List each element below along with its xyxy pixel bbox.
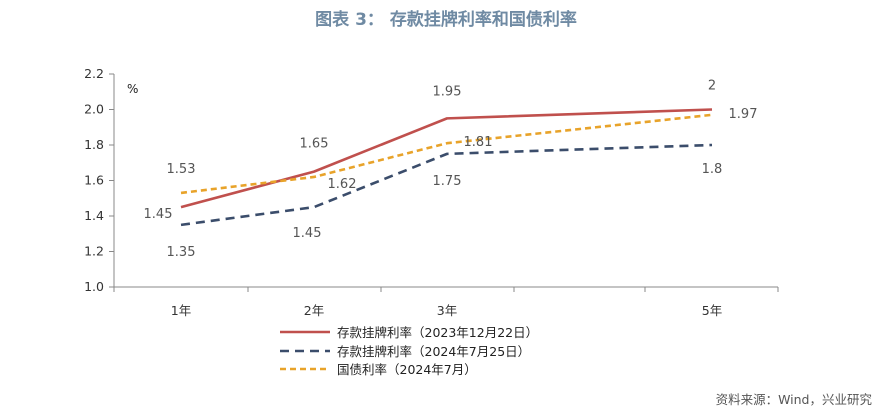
- series-line: [180, 108, 713, 209]
- data-label: 1.8: [702, 162, 723, 177]
- series-line: [180, 113, 713, 195]
- legend-label: 存款挂牌利率（2023年12月22日）: [337, 325, 538, 340]
- axes: 1.0 1.2 1.4 1.6 1.8 2.0 2.2% 1年 2年 3年 5年: [84, 66, 779, 318]
- source-note: 资料来源：Wind，兴业研究: [716, 392, 873, 407]
- x-tick-label: 3年: [437, 303, 457, 318]
- y-tick-label: 1.2: [84, 244, 104, 259]
- data-label: 1.53: [167, 162, 196, 177]
- y-tick-label: 1.4: [84, 208, 104, 223]
- data-label: 1.75: [433, 174, 462, 189]
- y-tick-label: 1.8: [84, 137, 104, 152]
- x-tick-label: 2年: [304, 303, 324, 318]
- y-unit-label: %: [127, 82, 138, 96]
- series-line: [180, 143, 713, 227]
- chart-title: 图表 3： 存款挂牌利率和国债利率: [315, 9, 577, 30]
- data-label: 2: [708, 79, 716, 94]
- y-tick-label: 1.6: [84, 173, 104, 188]
- data-label: 1.65: [300, 137, 329, 152]
- y-tick-label: 1.0: [84, 279, 104, 294]
- x-tick-label: 5年: [702, 303, 722, 318]
- data-label: 1.81: [464, 135, 493, 150]
- data-label: 1.95: [433, 84, 462, 99]
- y-tick-label: 2.2: [84, 66, 104, 81]
- legend: 存款挂牌利率（2023年12月22日） 存款挂牌利率（2024年7月25日） 国债利…: [280, 325, 538, 377]
- data-label: 1.35: [167, 245, 196, 260]
- data-label: 1.62: [328, 177, 357, 192]
- plot-area: 1.45 1.65 1.95 2 1.35 1.45 1.75 1.8 1.53 1.62 1.81…: [144, 79, 758, 260]
- y-tick-label: 2.0: [84, 102, 104, 117]
- x-tick-label: 1年: [171, 303, 191, 318]
- data-label: 1.97: [729, 107, 758, 122]
- data-label: 1.45: [144, 207, 173, 222]
- data-label: 1.45: [293, 226, 322, 241]
- legend-label: 国债利率（2024年7月）: [337, 362, 477, 377]
- legend-label: 存款挂牌利率（2024年7月25日）: [337, 344, 530, 359]
